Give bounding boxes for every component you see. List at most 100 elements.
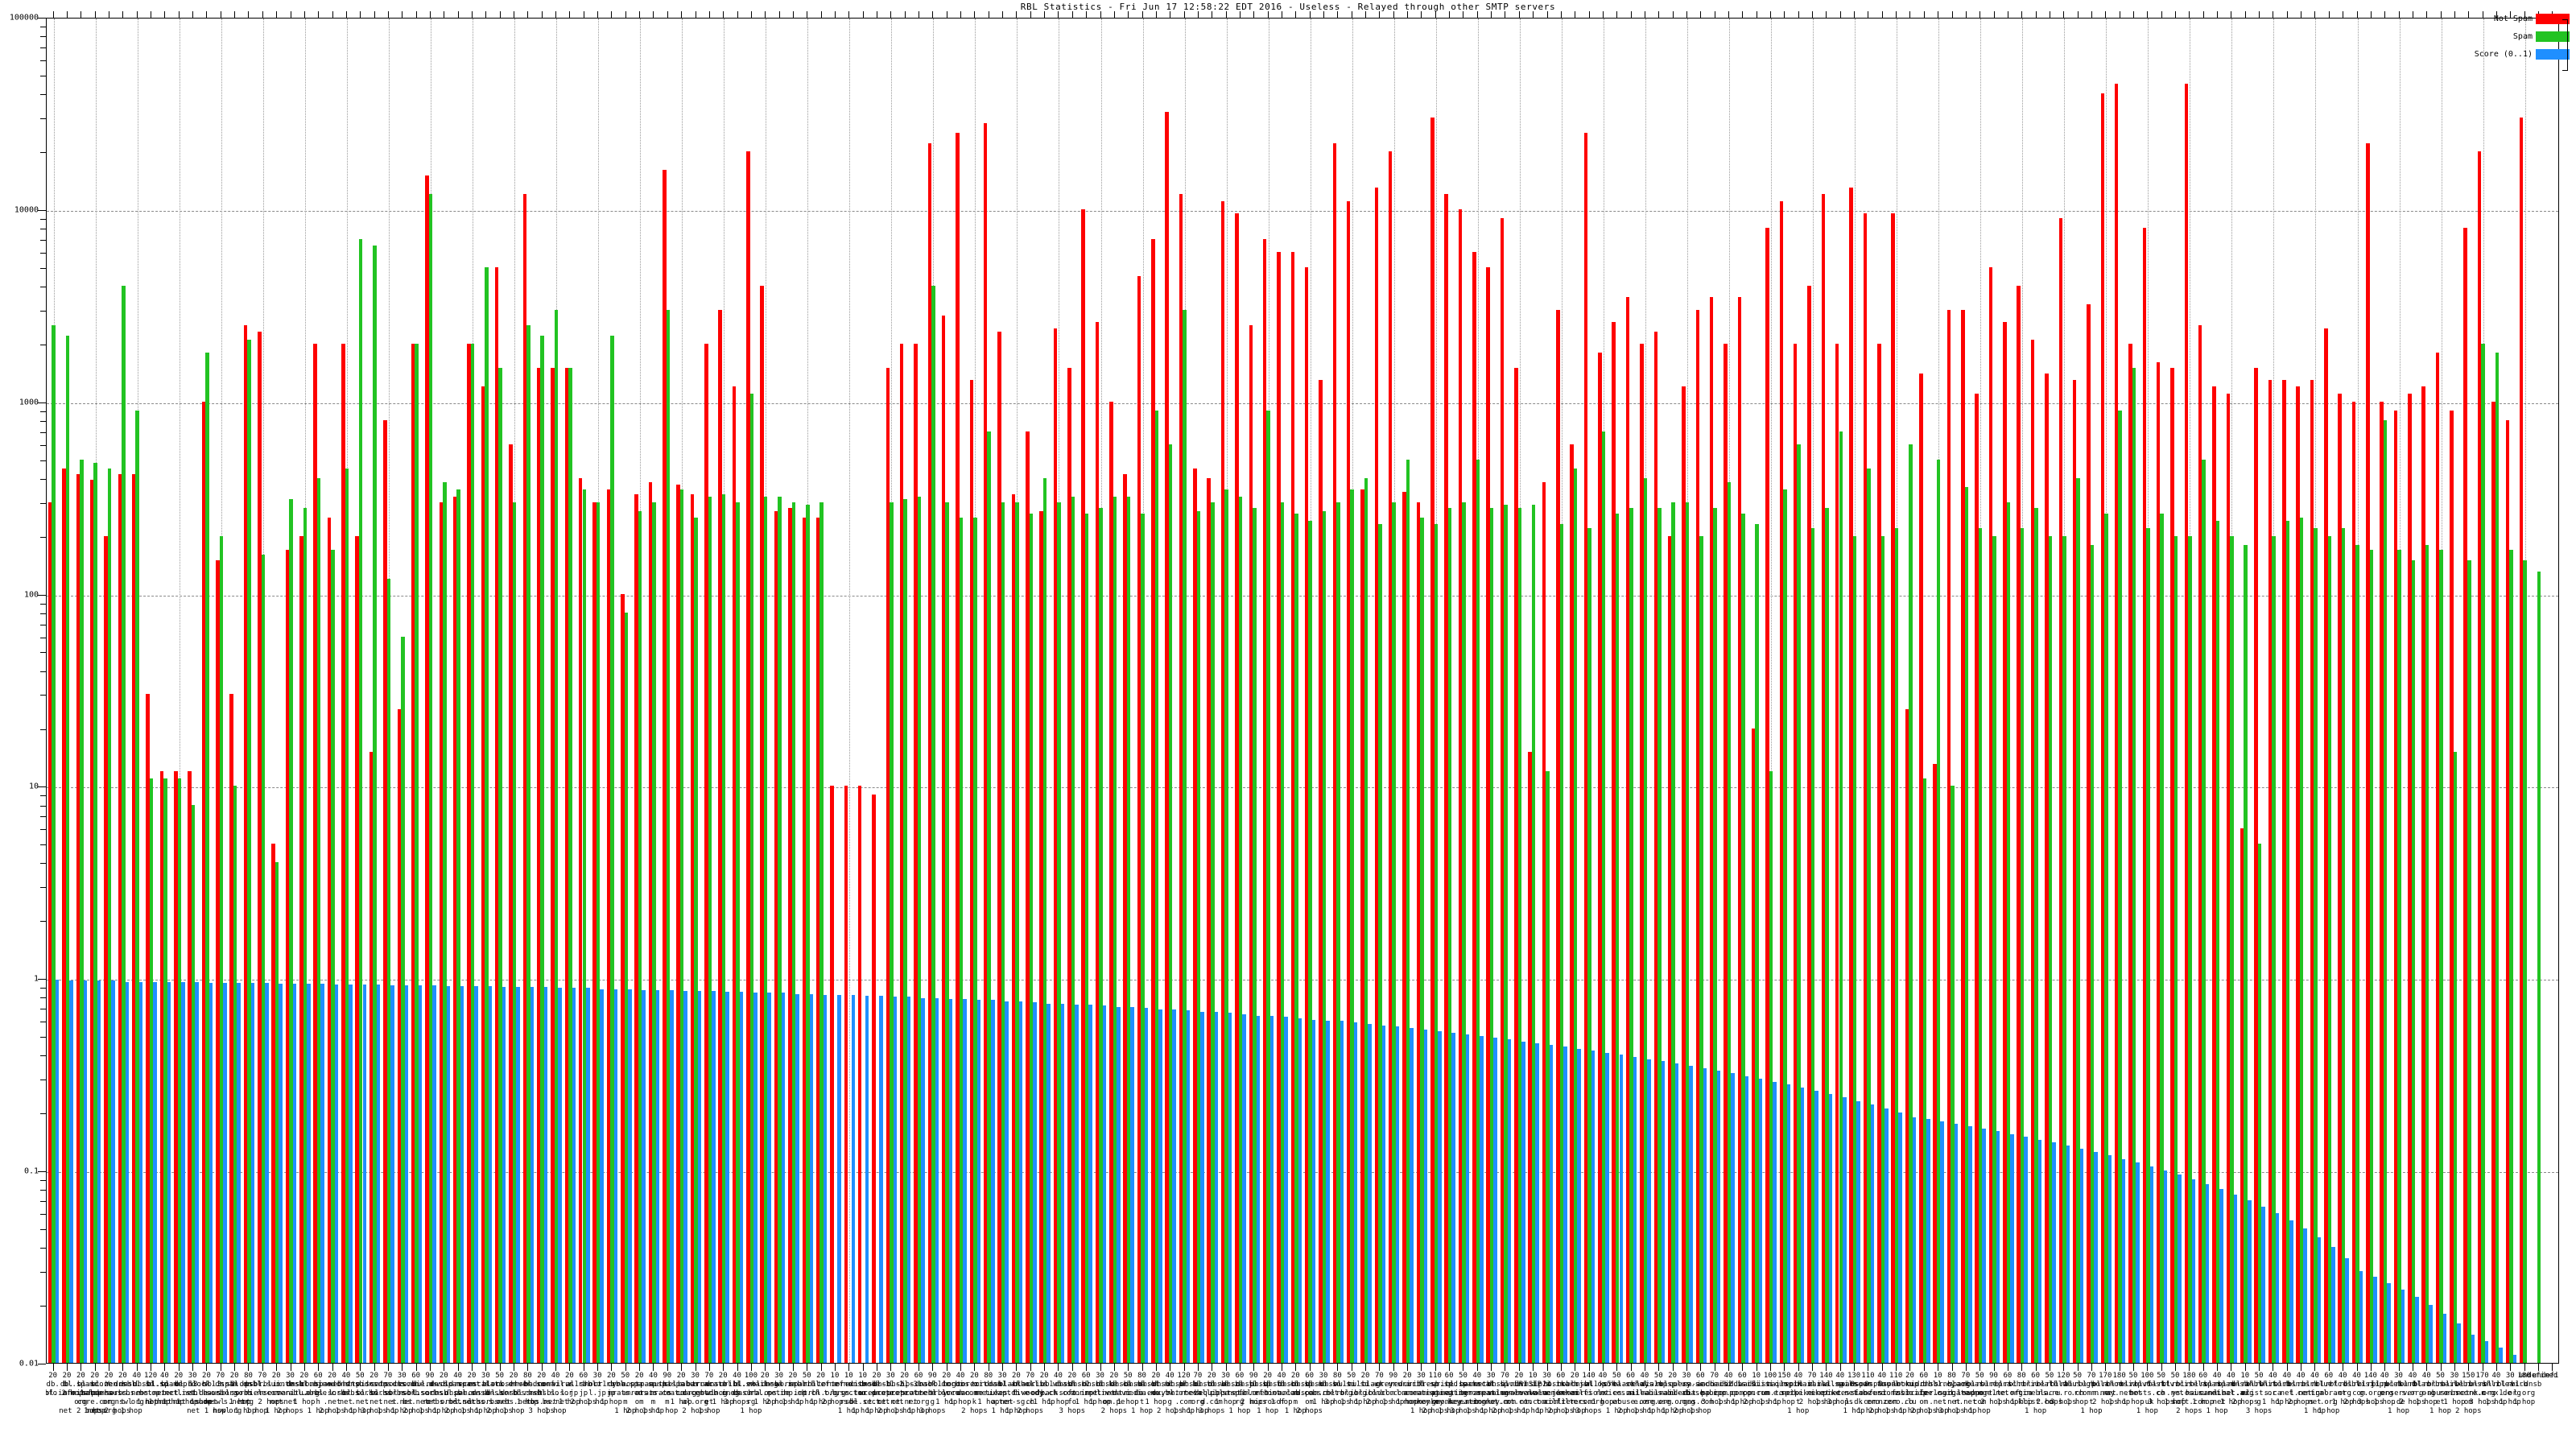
x-tick-top <box>765 11 766 19</box>
y-tick-minor <box>40 94 46 96</box>
x-tick <box>206 1364 208 1371</box>
x-tick-label: 40 dnsbl.co bion.com 1 hop <box>1264 1372 1299 1406</box>
x-tick-label: 70 dnsbl.in valuemen t.com 2 hops <box>1487 1372 1523 1415</box>
y-tick-minor <box>40 502 46 504</box>
x-tick-top <box>1379 11 1381 19</box>
bar-not-spam <box>2087 304 2091 1363</box>
bar-not-spam <box>509 444 513 1363</box>
bar-score <box>2331 1247 2335 1363</box>
x-tick <box>1407 1364 1409 1371</box>
bar-score <box>55 980 60 1363</box>
x-tick-top <box>1951 11 1953 19</box>
bar-spam <box>1406 459 1410 1363</box>
x-tick-label: 40 bogons.c ymru.com 1 hop <box>943 1372 978 1406</box>
legend-item-2[interactable]: Score (0..1) <box>2401 47 2570 61</box>
bar-not-spam <box>2366 143 2370 1363</box>
bar-not-spam <box>634 493 638 1363</box>
bar-score <box>1340 1021 1344 1363</box>
bar-spam <box>1253 507 1257 1363</box>
bar-score <box>2136 1162 2140 1363</box>
bar-score <box>1033 1002 1037 1363</box>
bar-score <box>2373 1277 2377 1363</box>
bar-spam <box>2481 343 2485 1363</box>
bar-not-spam <box>1570 444 1574 1363</box>
bar-spam <box>1629 507 1633 1363</box>
x-tick-label: 50 rbl.ncis .net 1 hop <box>2157 1372 2193 1406</box>
bar-spam <box>2537 572 2541 1363</box>
bar-score <box>502 987 506 1363</box>
bar-score <box>586 988 590 1363</box>
bar-not-spam <box>188 770 192 1363</box>
bar-spam <box>791 502 796 1363</box>
bar-score <box>1674 1063 1679 1363</box>
x-tick <box>1058 1364 1059 1371</box>
legend-item-1[interactable]: Spam <box>2401 29 2570 43</box>
x-tick-label: 120 dnsbl.so rbs.net org 1 hop <box>130 1372 171 1406</box>
x-tick-top <box>2426 11 2428 19</box>
x-tick <box>625 1364 626 1371</box>
x-tick-top <box>1295 11 1297 19</box>
x-tick <box>750 1364 752 1371</box>
bar-score <box>2359 1271 2363 1363</box>
x-tick-top <box>1881 11 1883 19</box>
bar-not-spam <box>1751 728 1756 1363</box>
bar-score <box>1549 1045 1554 1363</box>
x-tick <box>2244 1364 2246 1371</box>
x-tick-top <box>1337 11 1339 19</box>
x-tick-label: 70 psbl.sur riel.com org 2 hops <box>240 1372 284 1406</box>
bar-score <box>2052 1142 2056 1363</box>
x-tick-label: 50 korea.se rvices.n et 1 hop <box>1599 1372 1634 1415</box>
bar-score <box>334 984 339 1363</box>
x-tick-label: 80 2.dnsbl. sorbs.ne t org 1 hop <box>229 1372 268 1415</box>
legend-item-0[interactable]: Not Spam <box>2401 11 2570 26</box>
bar-score <box>97 980 101 1363</box>
bar-spam <box>1922 778 1927 1363</box>
bar-score <box>138 981 143 1363</box>
x-tick <box>2398 1364 2400 1371</box>
x-tick-top <box>2286 11 2288 19</box>
legend-label: Score (0..1) <box>2474 49 2533 59</box>
bar-spam <box>1727 482 1732 1363</box>
bar-not-spam <box>1625 296 1630 1363</box>
bar-score <box>2429 1305 2433 1363</box>
bar-spam <box>778 496 782 1363</box>
bar-not-spam <box>494 266 499 1363</box>
bar-score <box>1005 1001 1009 1363</box>
y-tick-minor <box>40 431 46 433</box>
x-tick-top <box>541 11 543 19</box>
x-tick <box>708 1364 710 1371</box>
x-tick <box>1155 1364 1157 1371</box>
x-tick <box>2552 1364 2553 1371</box>
bar-spam <box>2020 527 2025 1363</box>
x-tick-label: 50 http.dns bl.sorbs .net 1 hop <box>342 1372 378 1415</box>
x-tick-label: 70 rbl.pola rcomm.ne t 1 hop <box>2074 1372 2109 1415</box>
x-tick-label: 40 rep.mail spike.ne t 1 hop <box>1781 1372 1816 1415</box>
x-tick-top <box>1546 11 1548 19</box>
bar-score <box>1465 1034 1470 1363</box>
bar-spam <box>1196 510 1201 1363</box>
bar-spam <box>1601 431 1606 1363</box>
bar-score <box>376 984 381 1363</box>
bar-not-spam <box>732 386 737 1363</box>
bar-spam <box>2244 544 2248 1363</box>
x-tick-top <box>2189 11 2190 19</box>
bar-spam <box>596 502 601 1363</box>
bar-score <box>2457 1323 2461 1363</box>
legend[interactable]: Not Spam Spam Score (0..1) <box>2401 11 2570 71</box>
x-tick-top <box>2105 11 2107 19</box>
bar-score <box>2219 1189 2223 1363</box>
x-tick-label: 80 srnblack .surgate .net 3 hops <box>1934 1372 1970 1415</box>
x-tick <box>1798 1364 1799 1371</box>
x-tick-label: 90 dnsbl.sp fbl.net 2 hops <box>1236 1372 1271 1406</box>
bar-score <box>2107 1155 2112 1363</box>
bar-not-spam <box>1640 343 1644 1363</box>
x-tick <box>639 1364 641 1371</box>
x-tick <box>765 1364 766 1371</box>
bar-score <box>404 985 409 1363</box>
bar-not-spam <box>704 343 708 1363</box>
bar-spam <box>1224 489 1228 1363</box>
bar-not-spam <box>2450 410 2454 1363</box>
bar-spam <box>1084 514 1089 1363</box>
x-tick-top <box>1812 11 1814 19</box>
bar-spam <box>1266 410 1270 1363</box>
